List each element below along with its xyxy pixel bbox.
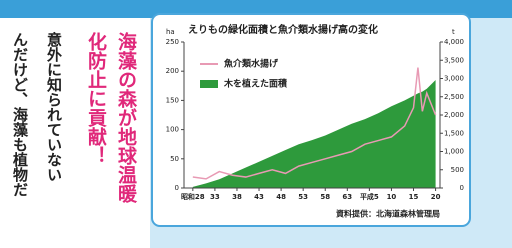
y-axis-unit: ha [166, 28, 175, 36]
y2-tick-label: 0 [460, 184, 464, 192]
x-tick-label: 平成5 [360, 192, 379, 201]
y2-tick-label: 3,500 [444, 56, 464, 64]
x-tick-label: 昭和28 [181, 192, 205, 201]
y-tick-label: 100 [166, 126, 179, 134]
x-tick-label: 38 [232, 193, 242, 201]
x-tick-label: 10 [387, 193, 397, 201]
source: 資料提供：北海道森林管理局 [336, 209, 440, 219]
page: 海藻の森が地球温暖 化防止に貢献！ 意外に知られていない んだけど、海藻も植物だ… [0, 0, 512, 248]
legend-label: 木を植えた面積 [223, 78, 288, 90]
x-tick-label: 33 [210, 193, 220, 201]
x-tick-label: 58 [320, 193, 330, 201]
y2-tick-label: 1,500 [444, 129, 464, 137]
y2-tick-label: 2,500 [444, 93, 464, 101]
y2-tick-label: 500 [451, 166, 464, 174]
y-tick-label: 200 [166, 67, 179, 75]
x-tick-label: 53 [298, 193, 308, 201]
y-tick-label: 150 [166, 96, 179, 104]
x-tick-label: 43 [254, 193, 264, 201]
chart-title: えりもの緑化面積と魚介類水揚げ高の変化 [188, 23, 378, 36]
x-tick-label: 48 [276, 193, 286, 201]
x-tick-label: 20 [431, 193, 441, 201]
y2-tick-label: 2,000 [444, 111, 464, 119]
y2-tick-label: 1,000 [444, 148, 464, 156]
legend-label: 魚介類水揚げ [224, 58, 279, 70]
y-tick-label: 250 [166, 38, 179, 46]
y2-tick-label: 3,000 [444, 75, 464, 83]
x-tick-label: 15 [409, 193, 419, 201]
y2-axis-unit: t [452, 28, 455, 36]
y2-tick-label: 4,000 [444, 38, 464, 46]
y-tick-label: 0 [175, 184, 179, 192]
y-tick-label: 50 [170, 155, 179, 163]
chart: えりもの緑化面積と魚介類水揚げ高の変化 ha t 資料提供：北海道森林管理局 0… [0, 0, 512, 248]
x-tick-label: 63 [342, 193, 352, 201]
legend-swatch [200, 80, 218, 88]
